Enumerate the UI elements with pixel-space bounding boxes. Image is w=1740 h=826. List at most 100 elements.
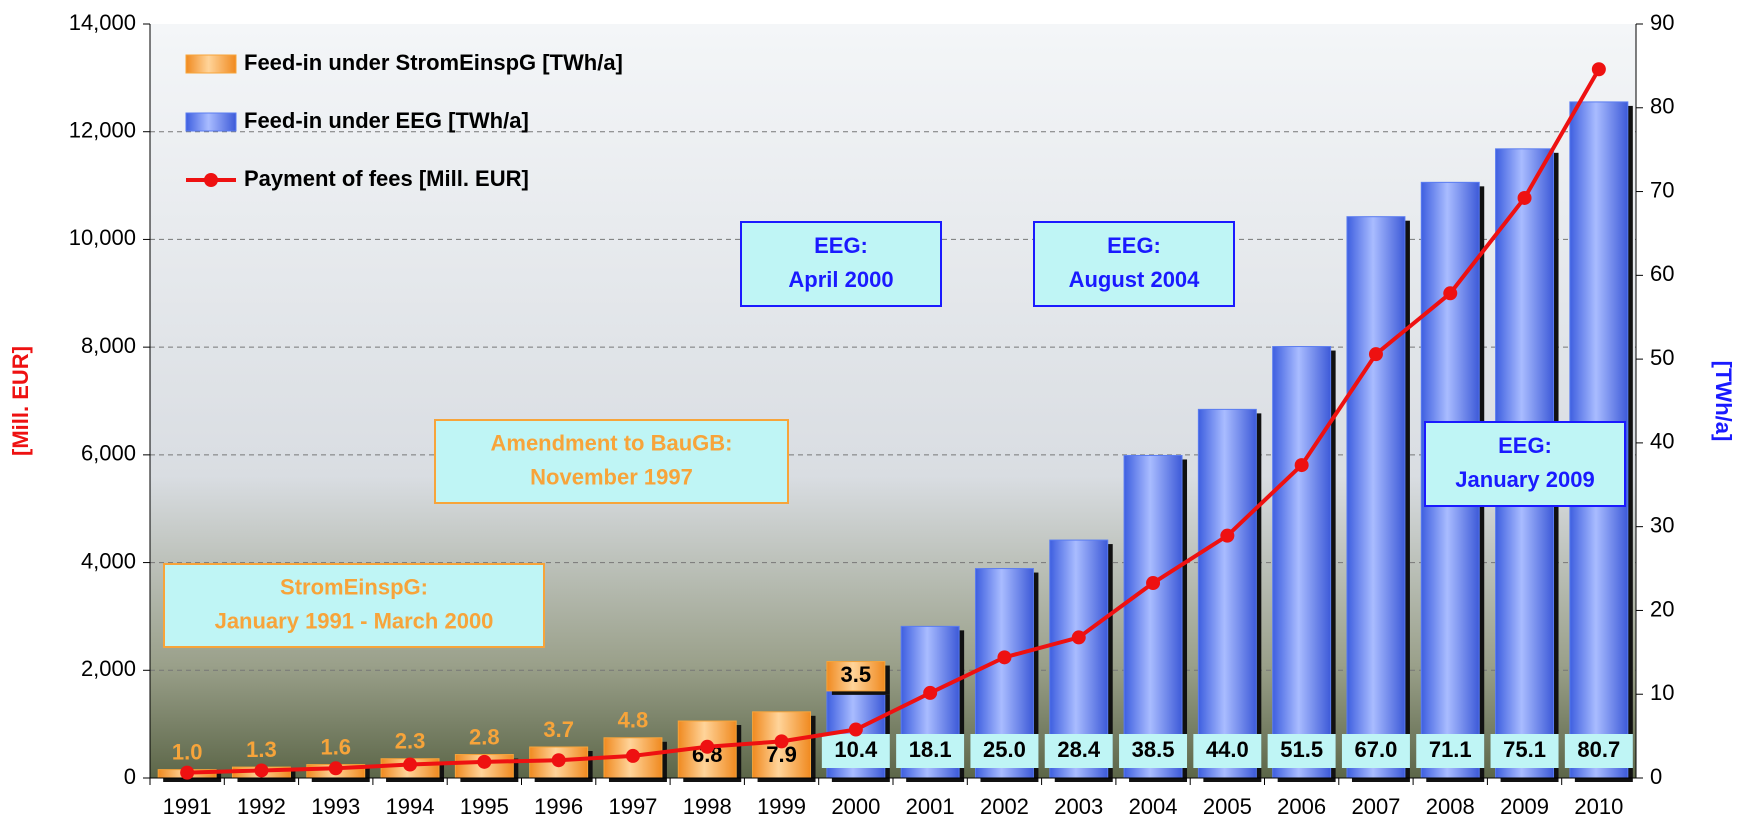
line-point: [328, 761, 343, 776]
line-point: [625, 748, 640, 763]
y2-tick-label: 50: [1650, 345, 1674, 370]
line-point: [774, 734, 789, 749]
x-tick-label: 2002: [980, 794, 1029, 819]
bar: [1123, 454, 1183, 779]
y2-tick-label: 80: [1650, 94, 1674, 119]
line-point: [180, 765, 195, 780]
annotation-box: [740, 221, 942, 307]
y-tick-label: 10,000: [69, 225, 136, 250]
y-tick-label: 8,000: [81, 333, 136, 358]
value-label: 71.1: [1429, 737, 1472, 762]
bar: [1197, 408, 1257, 779]
x-tick-label: 2008: [1426, 794, 1475, 819]
value-label: 4.8: [618, 708, 649, 733]
value-label: 1.0: [172, 739, 203, 764]
x-tick-label: 2001: [906, 794, 955, 819]
y2-axis-title: [TWh/a]: [1711, 361, 1736, 442]
y2-tick-label: 10: [1650, 680, 1674, 705]
y-tick-label: 12,000: [69, 118, 136, 143]
x-tick-label: 1991: [163, 794, 212, 819]
line-point: [477, 754, 492, 769]
x-tick-label: 1992: [237, 794, 286, 819]
x-tick-label: 2005: [1203, 794, 1252, 819]
line-point: [254, 763, 269, 778]
x-tick-label: 1994: [386, 794, 435, 819]
line-point: [997, 650, 1012, 665]
line-point: [1220, 528, 1235, 543]
annotation-text: Amendment to BauGB:: [491, 430, 733, 455]
annotation-text: EEG:: [1107, 233, 1161, 258]
x-tick-label: 2010: [1574, 794, 1623, 819]
legend-swatch: [185, 54, 237, 74]
value-label: 1.6: [320, 734, 351, 759]
y-axis-title: [Mill. EUR]: [8, 346, 33, 456]
y-tick-label: 6,000: [81, 441, 136, 466]
legend-swatch: [204, 173, 218, 187]
value-label-bg: [1267, 734, 1336, 768]
y2-tick-label: 0: [1650, 764, 1662, 789]
y2-tick-label: 20: [1650, 596, 1674, 621]
line: [187, 68, 1601, 775]
value-label-bg: [1564, 734, 1633, 768]
legend-label: Feed-in under EEG [TWh/a]: [244, 108, 529, 133]
annotation-text: EEG:: [814, 233, 868, 258]
annotation-text: August 2004: [1069, 267, 1201, 292]
x-tick-label: 2006: [1277, 794, 1326, 819]
value-label-bg: [1490, 734, 1559, 768]
value-label: 2.8: [469, 724, 500, 749]
value-label: 80.7: [1577, 737, 1620, 762]
value-label-bg: [1416, 734, 1485, 768]
value-label-bg: [1119, 734, 1188, 768]
line-point: [403, 757, 418, 772]
value-label: 2.3: [395, 729, 426, 754]
y-tick-label: 4,000: [81, 548, 136, 573]
y2-tick-label: 40: [1650, 429, 1674, 454]
plot-background: [150, 24, 1636, 778]
line-point: [923, 685, 938, 700]
line-point: [1071, 630, 1086, 645]
value-label-bg: [970, 734, 1039, 768]
line-point: [1443, 286, 1458, 301]
value-label-bg: [821, 734, 890, 768]
value-label: 3.7: [543, 717, 574, 742]
line-point: [700, 739, 715, 754]
x-tick-label: 2004: [1129, 794, 1178, 819]
x-tick-label: 1999: [757, 794, 806, 819]
line-point: [551, 753, 566, 768]
annotation-text: January 1991 - March 2000: [215, 608, 494, 633]
value-label-bg: [1341, 734, 1410, 768]
bar: [1272, 346, 1332, 779]
value-label: 67.0: [1355, 737, 1398, 762]
value-label: 18.1: [909, 737, 952, 762]
value-label: 75.1: [1503, 737, 1546, 762]
value-label: 10.4: [834, 737, 878, 762]
y2-tick-label: 70: [1650, 177, 1674, 202]
y2-tick-label: 90: [1650, 10, 1674, 35]
bar: [1346, 216, 1406, 779]
x-tick-label: 2007: [1351, 794, 1400, 819]
value-label: 38.5: [1132, 737, 1175, 762]
bar: [826, 661, 886, 692]
line-point: [848, 722, 863, 737]
line-point: [1368, 347, 1383, 362]
value-label: 28.4: [1057, 737, 1101, 762]
y-tick-label: 2,000: [81, 656, 136, 681]
y2-tick-label: 60: [1650, 261, 1674, 286]
annotation-text: StromEinspG:: [280, 574, 428, 599]
value-label-bg: [896, 734, 965, 768]
annotation-text: January 2009: [1455, 467, 1594, 492]
annotation-text: EEG:: [1498, 433, 1552, 458]
x-tick-label: 2003: [1054, 794, 1103, 819]
value-label-bg: [1044, 734, 1113, 768]
value-label: 51.5: [1280, 737, 1323, 762]
annotation-box: [163, 563, 545, 648]
annotation-text: April 2000: [788, 267, 893, 292]
y-tick-label: 0: [124, 764, 136, 789]
line-point: [1517, 190, 1532, 205]
legend-label: Feed-in under StromEinspG [TWh/a]: [244, 50, 623, 75]
legend-label: Payment of fees [Mill. EUR]: [244, 166, 529, 191]
x-tick-label: 2009: [1500, 794, 1549, 819]
value-label: 3.5: [841, 662, 872, 687]
x-tick-label: 1997: [608, 794, 657, 819]
